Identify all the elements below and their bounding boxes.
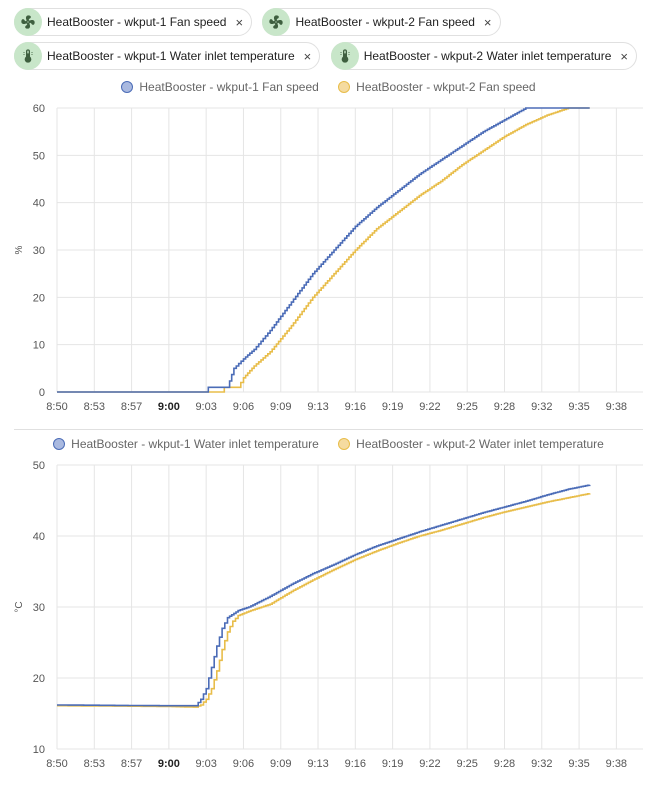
- close-icon[interactable]: ×: [483, 14, 492, 30]
- x-tick-label: 9:35: [568, 401, 589, 413]
- chart-legend: HeatBooster - wkput-1 Water inlet temper…: [0, 437, 657, 453]
- x-tick-label: 9:38: [606, 758, 627, 770]
- fan-speed-chart: 0 10 20 30 40 50 60 8:50 8:53 8:57 9:00 9:03 9:06 9:0…: [14, 103, 643, 413]
- chip-label: HeatBooster - wkput-2 Water inlet temper…: [363, 49, 612, 63]
- x-tick-label: 9:25: [456, 758, 477, 770]
- chip-row: HeatBooster - wkput-1 Water inlet temper…: [14, 40, 637, 72]
- x-tick-label: 9:22: [419, 758, 440, 770]
- legend-item-series-1[interactable]: HeatBooster - wkput-1 Water inlet temper…: [53, 437, 319, 451]
- thermometer-icon: [330, 42, 359, 70]
- fan-icon: [262, 8, 291, 36]
- y-tick-label: 20: [33, 292, 45, 304]
- y-tick-label: 50: [33, 150, 45, 162]
- legend-swatch: [338, 81, 351, 93]
- x-tick-label: 8:50: [46, 758, 67, 770]
- legend-label: HeatBooster - wkput-2 Water inlet temper…: [356, 437, 604, 451]
- x-tick-label: 9:32: [531, 758, 552, 770]
- x-tick-label: 9:00: [158, 401, 180, 413]
- x-tick-label: 9:32: [531, 401, 552, 413]
- legend-item-series-2[interactable]: HeatBooster - wkput-2 Water inlet temper…: [338, 437, 604, 451]
- y-tick-label: 20: [33, 673, 45, 685]
- x-tick-label: 9:35: [568, 758, 589, 770]
- x-tick-label: 8:53: [84, 401, 105, 413]
- chip-label: HeatBooster - wkput-1 Fan speed: [47, 15, 227, 29]
- legend-label: HeatBooster - wkput-2 Fan speed: [356, 80, 536, 94]
- x-tick-label: 9:06: [233, 401, 254, 413]
- legend-swatch: [338, 438, 351, 450]
- x-tick-label: 9:03: [195, 401, 216, 413]
- x-tick-label: 8:57: [121, 758, 142, 770]
- legend-label: HeatBooster - wkput-1 Fan speed: [139, 80, 319, 94]
- y-tick-label: 40: [33, 531, 45, 543]
- series-line-1: [57, 484, 591, 707]
- x-tick-label: 9:09: [270, 401, 291, 413]
- y-tick-label: 60: [33, 103, 45, 115]
- legend-item-series-1[interactable]: HeatBooster - wkput-1 Fan speed: [121, 80, 319, 94]
- entity-chip-wkput1-inlet-temp[interactable]: HeatBooster - wkput-1 Water inlet temper…: [14, 42, 321, 70]
- y-tick-label: 30: [33, 602, 45, 614]
- x-tick-label: 9:06: [233, 758, 254, 770]
- x-tick-label: 9:13: [307, 758, 328, 770]
- close-icon[interactable]: ×: [235, 14, 244, 30]
- chart-legend: HeatBooster - wkput-1 Fan speed HeatBoos…: [0, 80, 657, 96]
- chip-row: HeatBooster - wkput-1 Fan speed × HeatBo…: [14, 6, 501, 38]
- entity-chip-wkput1-fan[interactable]: HeatBooster - wkput-1 Fan speed ×: [14, 8, 253, 36]
- legend-swatch: [53, 438, 66, 450]
- x-tick-label: 9:22: [419, 401, 440, 413]
- y-axis-label: °C: [14, 601, 25, 612]
- x-tick-label: 9:38: [606, 401, 627, 413]
- y-tick-label: 10: [33, 744, 45, 756]
- y-axis-label: %: [14, 245, 25, 254]
- chip-label: HeatBooster - wkput-1 Water inlet temper…: [47, 49, 295, 63]
- water-inlet-temperature-chart: 10 20 30 40 50 8:50 8:53 8:57 9:00 9:03 9:06 9:09 9:…: [14, 460, 643, 770]
- x-tick-label: 9:16: [345, 401, 366, 413]
- thermometer-icon: [14, 42, 42, 70]
- x-tick-label: 9:03: [195, 758, 216, 770]
- close-icon[interactable]: ×: [303, 48, 312, 64]
- y-tick-label: 30: [33, 245, 45, 257]
- fan-icon: [14, 8, 42, 36]
- series-line-1: [57, 107, 590, 393]
- y-tick-label: 50: [33, 460, 45, 472]
- legend-item-series-2[interactable]: HeatBooster - wkput-2 Fan speed: [338, 80, 536, 94]
- x-tick-label: 9:16: [345, 758, 366, 770]
- series-line-2: [57, 493, 591, 708]
- y-tick-label: 10: [33, 340, 45, 352]
- x-tick-label: 8:53: [84, 758, 105, 770]
- x-tick-label: 9:09: [270, 758, 291, 770]
- legend-label: HeatBooster - wkput-1 Water inlet temper…: [71, 437, 319, 451]
- close-icon[interactable]: ×: [620, 48, 628, 64]
- x-tick-label: 8:57: [121, 401, 142, 413]
- chip-label: HeatBooster - wkput-2 Fan speed: [295, 15, 475, 29]
- x-tick-label: 9:28: [494, 401, 515, 413]
- x-tick-label: 8:50: [46, 401, 67, 413]
- entity-chip-wkput2-fan[interactable]: HeatBooster - wkput-2 Fan speed ×: [262, 8, 501, 36]
- y-tick-label: 0: [39, 387, 45, 399]
- x-tick-label: 9:19: [382, 758, 403, 770]
- x-tick-label: 9:19: [382, 401, 403, 413]
- divider: [14, 429, 643, 430]
- x-tick-label: 9:00: [158, 758, 180, 770]
- x-tick-label: 9:25: [456, 401, 477, 413]
- entity-chip-wkput2-inlet-temp[interactable]: HeatBooster - wkput-2 Water inlet temper…: [330, 42, 637, 70]
- x-tick-label: 9:13: [307, 401, 328, 413]
- y-tick-label: 40: [33, 198, 45, 210]
- legend-swatch: [121, 81, 134, 93]
- x-tick-label: 9:28: [494, 758, 515, 770]
